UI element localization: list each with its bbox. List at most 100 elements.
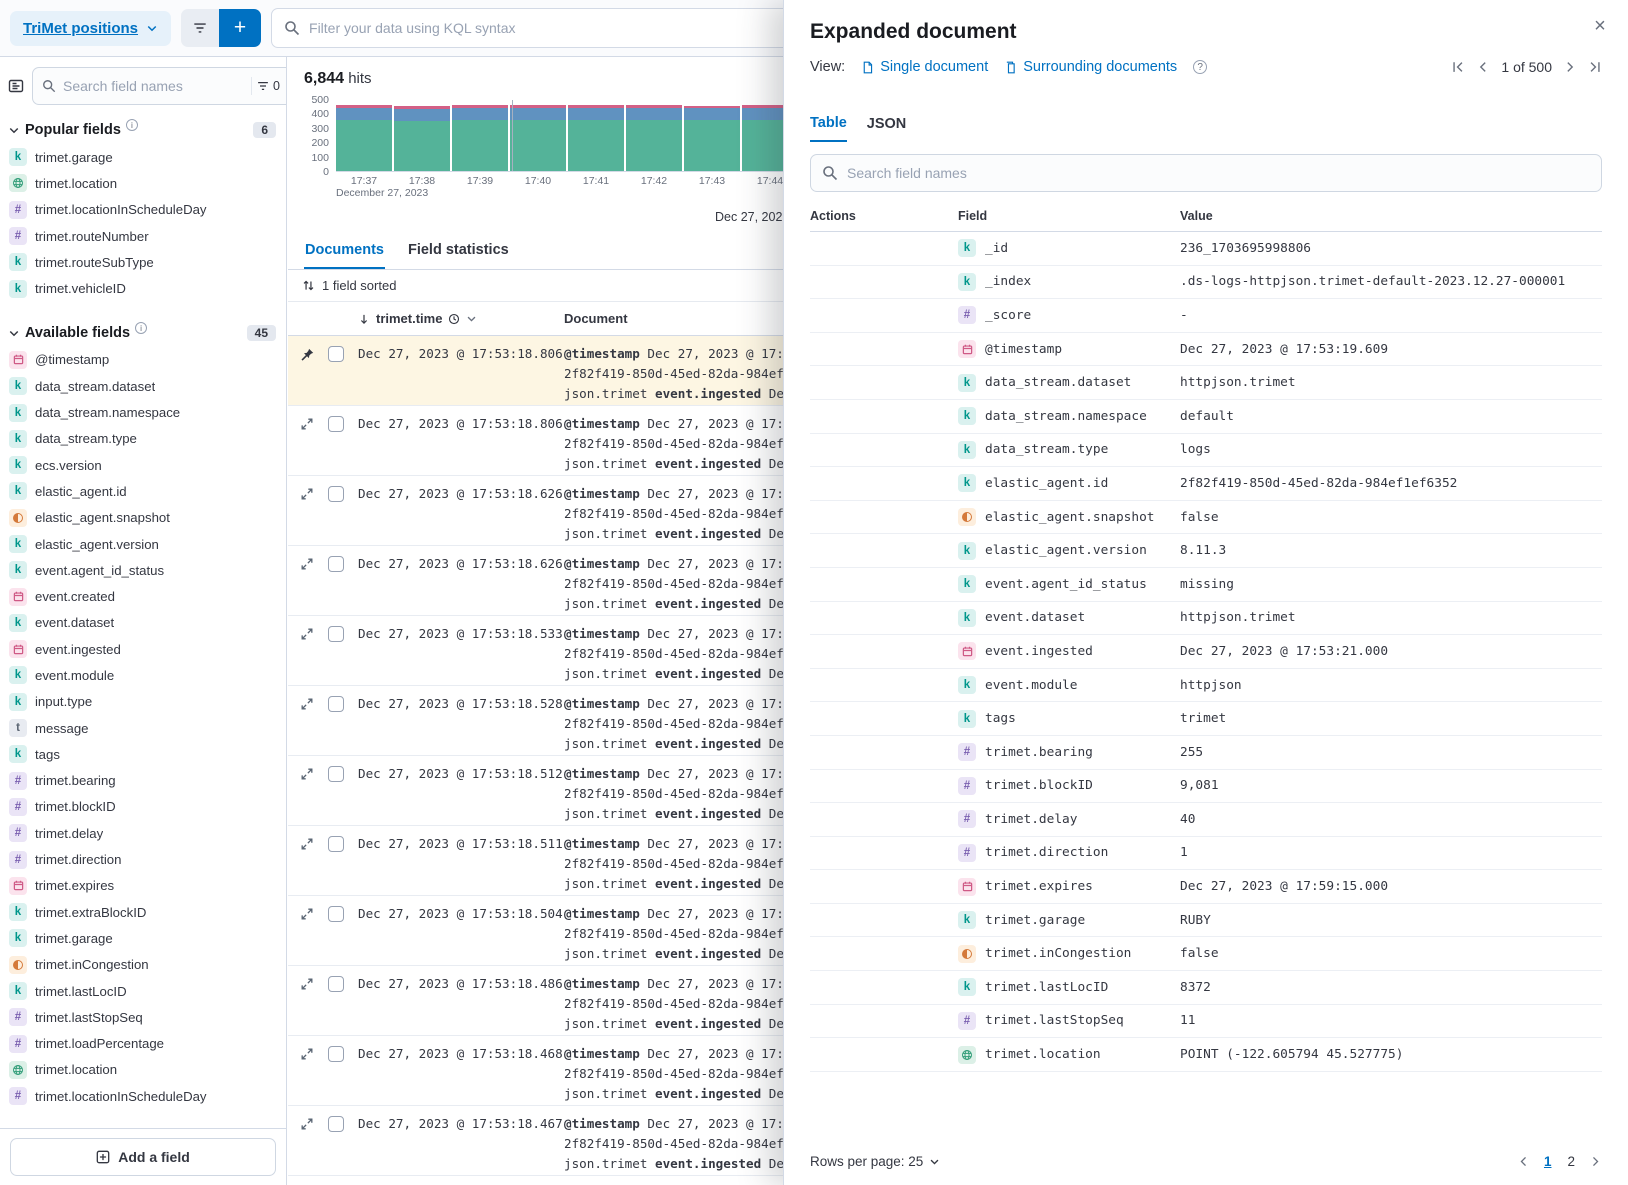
histogram-bar[interactable] [394,100,450,171]
tab-field-statistics[interactable]: Field statistics [407,234,510,269]
sidebar-field-item[interactable]: # trimet.locationInScheduleDay [0,1083,286,1109]
histogram-bar[interactable] [626,100,682,171]
sidebar-field-item[interactable]: event.ingested [0,636,286,662]
next-document-button[interactable] [1563,60,1577,74]
sidebar-field-item[interactable]: k trimet.garage [0,144,286,170]
doc-field-search-input[interactable] [847,165,1590,181]
sidebar-field-item[interactable]: # trimet.loadPercentage [0,1031,286,1057]
last-document-button[interactable] [1588,60,1602,74]
sidebar-field-item[interactable]: k elastic_agent.id [0,478,286,504]
select-row-checkbox[interactable] [328,556,344,572]
column-header-time[interactable]: trimet.time [358,311,564,326]
tab-json[interactable]: JSON [867,115,907,142]
sidebar-field-item[interactable]: k event.dataset [0,610,286,636]
expand-document-button[interactable] [296,1043,318,1065]
sidebar-field-item[interactable]: t message [0,715,286,741]
sidebar-field-item[interactable]: k event.module [0,662,286,688]
select-row-checkbox[interactable] [328,346,344,362]
select-row-checkbox[interactable] [328,976,344,992]
expand-document-button[interactable] [296,413,318,435]
select-row-checkbox[interactable] [328,1116,344,1132]
histogram-bar[interactable] [336,100,392,171]
sidebar-field-item[interactable]: k trimet.garage [0,925,286,951]
filter-menu-button[interactable] [181,9,220,47]
previous-document-button[interactable] [1476,60,1490,74]
expand-document-button[interactable] [296,833,318,855]
histogram-bar[interactable] [452,100,508,171]
histogram-bar[interactable] [568,100,624,171]
sidebar-field-item[interactable]: k trimet.routeSubType [0,249,286,275]
document-row[interactable]: Dec 27, 2023 @ 17:53:18.467 @timestamp De… [288,1106,1628,1176]
field-search-box[interactable]: 0 [32,67,286,105]
select-row-checkbox[interactable] [328,836,344,852]
sidebar-field-item[interactable]: k trimet.lastLocID [0,978,286,1004]
histogram-bar[interactable] [510,100,566,171]
saved-search-selector[interactable]: TriMet positions [10,10,172,46]
document-row[interactable]: Dec 27, 2023 @ 17:53:18.511 @timestamp De… [288,826,1628,896]
sidebar-field-item[interactable]: k data_stream.dataset [0,373,286,399]
document-row[interactable]: Dec 27, 2023 @ 17:53:18.806 @timestamp De… [288,406,1628,476]
previous-page-button[interactable] [1517,1155,1530,1168]
sidebar-field-item[interactable]: trimet.inCongestion [0,952,286,978]
expand-document-button[interactable] [296,973,318,995]
sidebar-field-item[interactable]: k trimet.vehicleID [0,275,286,301]
sidebar-field-item[interactable]: k ecs.version [0,452,286,478]
sidebar-field-item[interactable]: trimet.location [0,1057,286,1083]
field-search-input[interactable] [63,78,244,94]
tab-documents[interactable]: Documents [304,234,385,269]
select-row-checkbox[interactable] [328,696,344,712]
expand-document-button[interactable] [296,693,318,715]
sidebar-field-item[interactable]: @timestamp [0,347,286,373]
select-row-checkbox[interactable] [328,766,344,782]
page-2-button[interactable]: 2 [1563,1152,1579,1171]
sidebar-field-item[interactable]: k data_stream.type [0,426,286,452]
expand-document-button[interactable] [296,623,318,645]
select-row-checkbox[interactable] [328,1046,344,1062]
column-header-document[interactable]: Document [564,311,628,326]
pinned-document-button[interactable] [296,343,318,365]
sidebar-field-item[interactable]: # trimet.lastStopSeq [0,1004,286,1030]
sidebar-field-item[interactable]: # trimet.routeNumber [0,223,286,249]
page-1-button[interactable]: 1 [1540,1152,1556,1171]
select-row-checkbox[interactable] [328,486,344,502]
doc-field-search-box[interactable] [810,154,1602,192]
expand-document-button[interactable] [296,483,318,505]
add-filter-button[interactable]: + [219,9,262,47]
close-flyout-button[interactable]: × [1586,12,1614,40]
sidebar-field-item[interactable]: event.created [0,583,286,609]
document-row[interactable]: Dec 27, 2023 @ 17:53:18.626 @timestamp De… [288,476,1628,546]
sidebar-field-item[interactable]: # trimet.delay [0,820,286,846]
field-filter-button[interactable]: 0 [251,77,285,95]
expand-document-button[interactable] [296,763,318,785]
sidebar-field-item[interactable]: k tags [0,741,286,767]
sidebar-field-item[interactable]: k elastic_agent.version [0,531,286,557]
expand-document-button[interactable] [296,553,318,575]
add-field-button[interactable]: Add a field [10,1138,276,1176]
single-document-link[interactable]: Single document [861,59,988,75]
histogram-bar[interactable] [684,100,740,171]
surrounding-documents-link[interactable]: Surrounding documents [1004,59,1177,75]
expand-document-button[interactable] [296,903,318,925]
select-row-checkbox[interactable] [328,906,344,922]
rows-per-page-button[interactable]: Rows per page: 25 [810,1154,940,1169]
select-row-checkbox[interactable] [328,626,344,642]
sidebar-field-item[interactable]: k input.type [0,689,286,715]
sidebar-field-item[interactable]: k trimet.extraBlockID [0,899,286,925]
sorted-fields-button[interactable]: 1 field sorted [322,278,397,293]
available-fields-header[interactable]: Available fields i 45 [0,316,286,347]
select-row-checkbox[interactable] [328,416,344,432]
tab-table[interactable]: Table [810,115,847,142]
sidebar-field-item[interactable]: trimet.expires [0,873,286,899]
sidebar-field-item[interactable]: k event.agent_id_status [0,557,286,583]
sidebar-field-item[interactable]: # trimet.bearing [0,768,286,794]
next-page-button[interactable] [1589,1155,1602,1168]
sidebar-field-item[interactable]: trimet.location [0,170,286,196]
sidebar-field-item[interactable]: # trimet.blockID [0,794,286,820]
sidebar-field-item[interactable]: elastic_agent.snapshot [0,505,286,531]
popular-fields-header[interactable]: Popular fields i 6 [0,113,286,144]
first-document-button[interactable] [1451,60,1465,74]
sidebar-field-item[interactable]: # trimet.locationInScheduleDay [0,197,286,223]
help-icon[interactable]: ? [1193,60,1208,74]
sidebar-collapse-button[interactable] [8,71,24,101]
sidebar-field-item[interactable]: # trimet.direction [0,846,286,872]
